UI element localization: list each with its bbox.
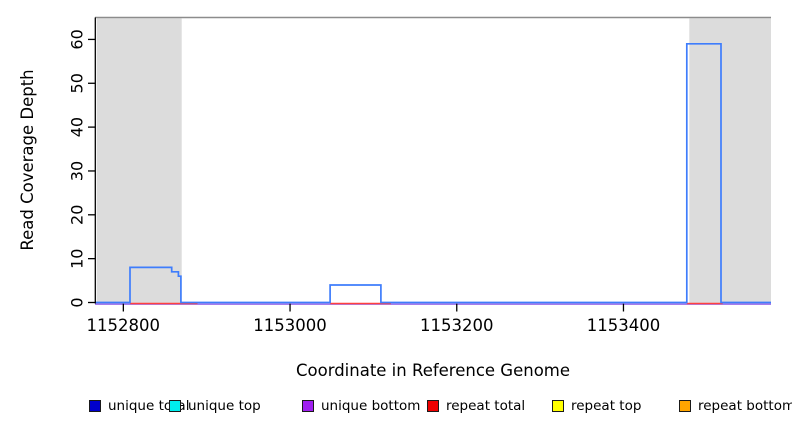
repeat-region — [689, 18, 771, 305]
legend-label: repeat top — [571, 398, 642, 414]
unique-bottom-swatch-icon — [302, 400, 314, 412]
coverage-chart: 0 10 20 30 40 50 60 1152800 1153000 1153200 115340… — [18, 16, 771, 380]
repeat-region — [96, 18, 182, 305]
legend-label: unique bottom — [321, 398, 421, 414]
y-tick-label: 20 — [68, 205, 87, 225]
y-tick-label: 50 — [67, 73, 86, 93]
unique-total-swatch-icon — [89, 400, 101, 412]
legend-label: repeat total — [446, 398, 526, 414]
y-axis-title: Read Coverage Depth — [18, 69, 37, 250]
y-tick-label: 0 — [68, 297, 87, 307]
y-tick-label: 30 — [67, 161, 86, 181]
chart-legend: unique total unique top unique bottom re… — [0, 398, 792, 418]
legend-label: unique top — [188, 398, 261, 414]
legend-item-unique-bottom: unique bottom — [302, 398, 420, 414]
legend-item-repeat-top: repeat top — [552, 398, 641, 414]
y-tick-label: 40 — [68, 117, 87, 137]
x-tick-label: 1153400 — [587, 316, 661, 335]
legend-item-repeat-bottom: repeat bottom — [679, 398, 792, 414]
legend-item-unique-top: unique top — [169, 398, 261, 414]
legend-label: repeat bottom — [698, 398, 792, 414]
x-tick-label: 1153000 — [253, 316, 327, 335]
y-tick-label: 60 — [68, 29, 87, 49]
legend-item-repeat-total: repeat total — [427, 398, 525, 414]
x-axis-title: Coordinate in Reference Genome — [296, 361, 570, 380]
x-tick-label: 1152800 — [87, 316, 161, 335]
unique-top-swatch-icon — [169, 400, 181, 412]
unique-total-trace — [95, 42, 771, 304]
x-tick-label: 1153200 — [420, 316, 494, 335]
repeat-bottom-swatch-icon — [679, 400, 691, 412]
y-tick-label: 10 — [67, 249, 86, 269]
repeat-total-swatch-icon — [427, 400, 439, 412]
repeat-top-swatch-icon — [552, 400, 564, 412]
